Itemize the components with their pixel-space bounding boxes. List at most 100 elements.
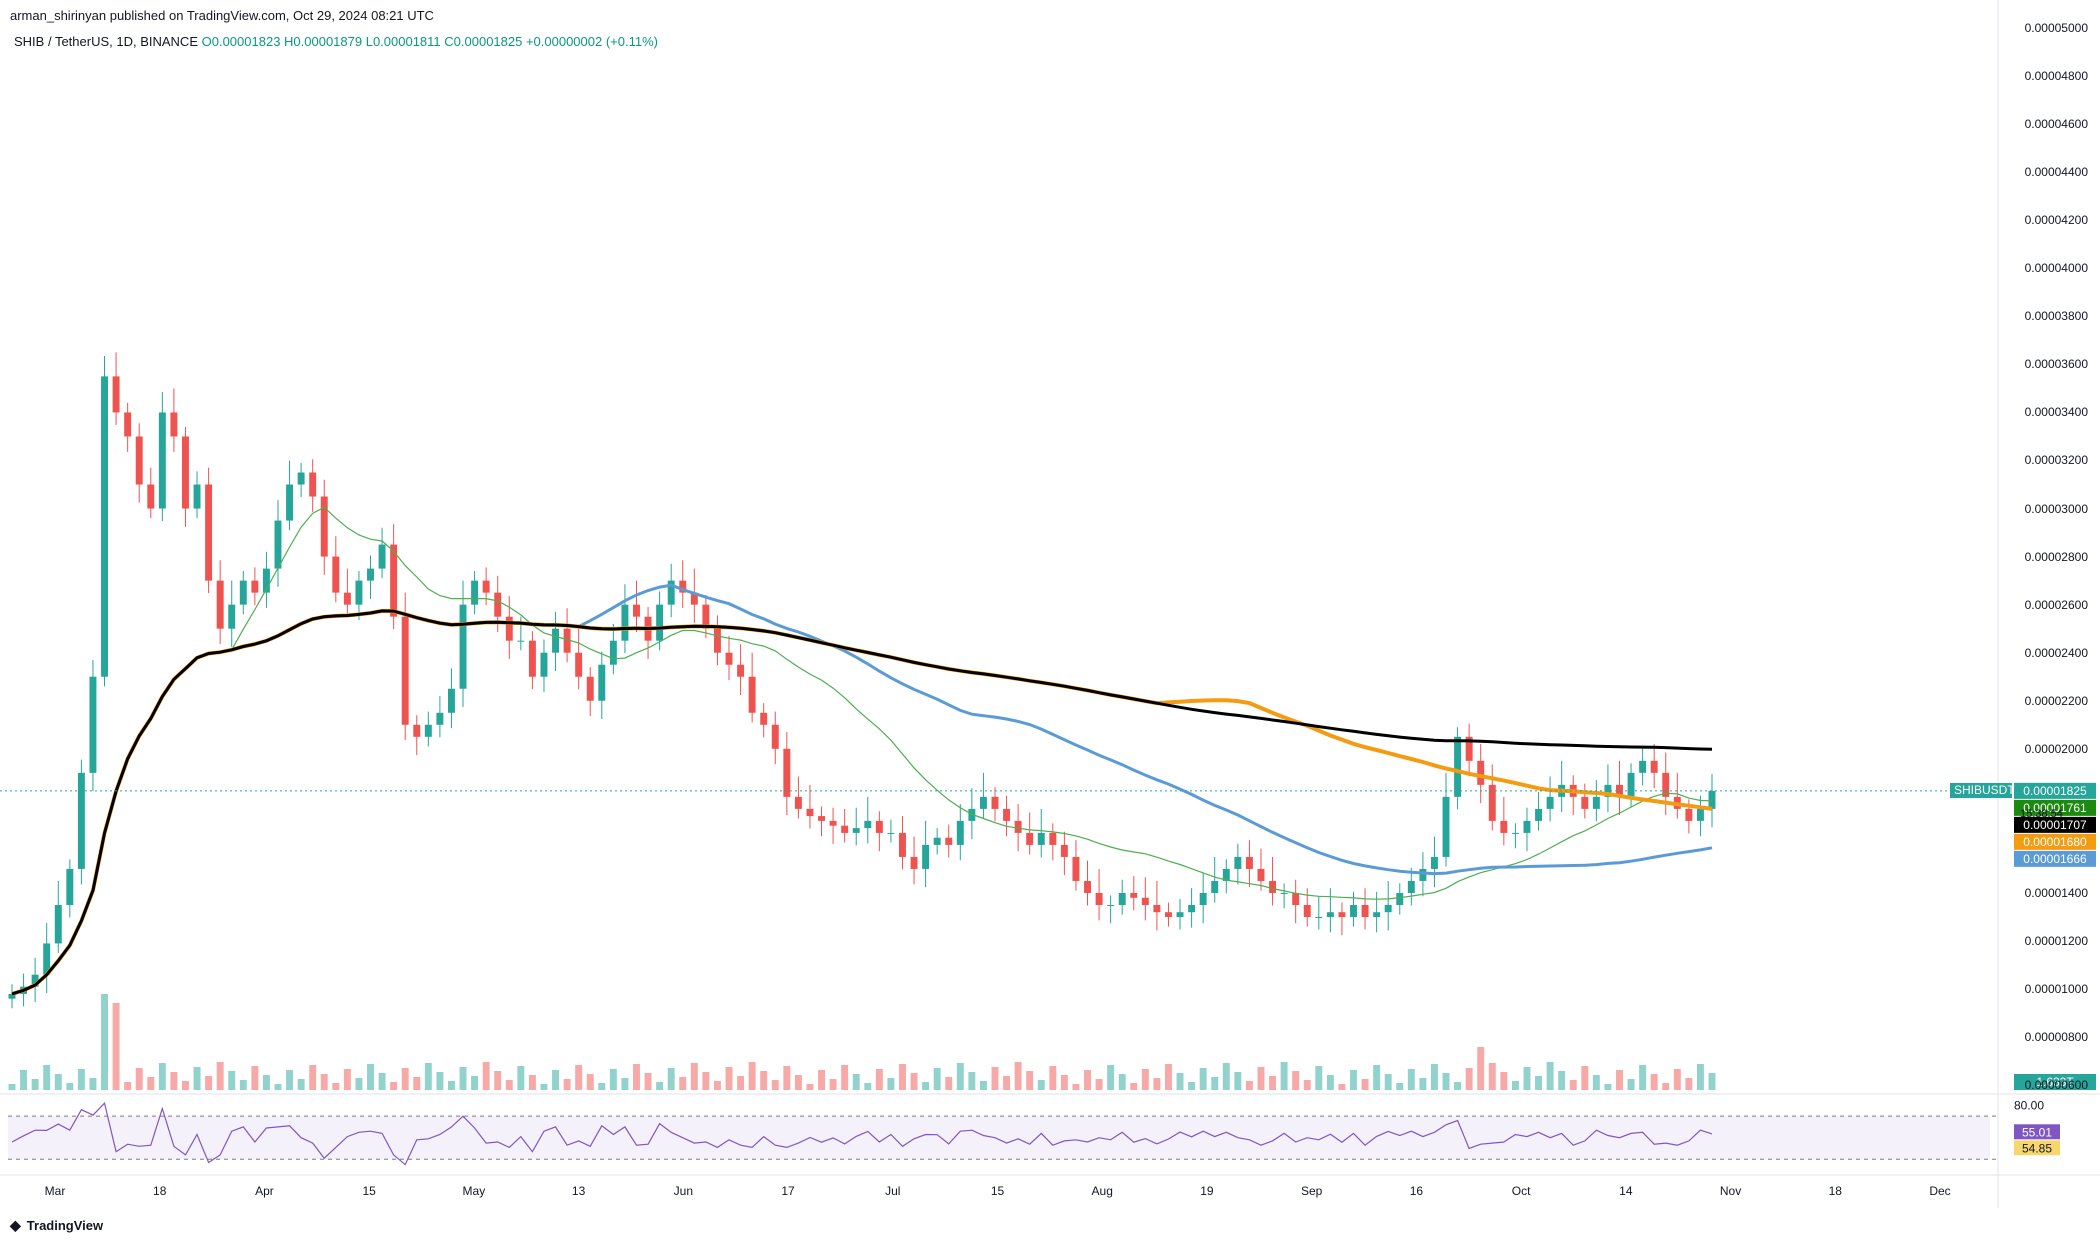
candle[interactable] [297, 472, 305, 485]
candle[interactable] [1118, 892, 1126, 905]
candle[interactable] [818, 816, 825, 821]
candle[interactable] [690, 592, 698, 605]
candle[interactable] [1546, 796, 1554, 809]
candle[interactable] [1095, 892, 1103, 905]
candle[interactable] [1014, 820, 1022, 833]
candle[interactable] [1280, 892, 1288, 894]
candle[interactable] [1211, 880, 1219, 893]
candle[interactable] [436, 712, 444, 725]
candle[interactable] [760, 712, 768, 725]
candle[interactable] [771, 724, 779, 749]
symbol-name[interactable]: SHIB / TetherUS, 1D, BINANCE [14, 34, 198, 49]
candle[interactable] [1696, 808, 1704, 821]
candle[interactable] [332, 556, 340, 593]
candle[interactable] [1153, 904, 1161, 913]
candle[interactable] [8, 993, 16, 999]
candle[interactable] [806, 808, 814, 817]
candle[interactable] [1419, 868, 1427, 881]
candle[interactable] [505, 616, 513, 641]
candle[interactable] [1488, 784, 1496, 821]
candle[interactable] [725, 652, 733, 665]
candle[interactable] [77, 772, 85, 869]
candle[interactable] [1592, 796, 1600, 809]
candle[interactable] [1685, 808, 1693, 821]
candle[interactable] [1523, 820, 1531, 833]
candle[interactable] [737, 664, 745, 677]
candle[interactable] [794, 796, 802, 809]
candle[interactable] [1407, 880, 1415, 893]
candle[interactable] [401, 616, 409, 725]
candle[interactable] [679, 580, 687, 593]
candle[interactable] [251, 580, 259, 593]
candle[interactable] [1361, 904, 1369, 918]
candle[interactable] [609, 640, 617, 665]
candle[interactable] [575, 652, 583, 677]
candle[interactable] [1604, 784, 1612, 797]
candle[interactable] [424, 724, 432, 737]
candle[interactable] [910, 856, 918, 869]
candle[interactable] [1373, 912, 1381, 918]
candle[interactable] [367, 568, 374, 581]
candle[interactable] [1269, 880, 1277, 893]
candle[interactable] [1535, 808, 1542, 821]
candle[interactable] [1581, 796, 1589, 809]
candle[interactable] [1049, 832, 1057, 845]
candle[interactable] [1037, 832, 1045, 845]
candle[interactable] [239, 580, 247, 605]
candle[interactable] [378, 544, 386, 569]
candle[interactable] [274, 520, 282, 569]
candle[interactable] [841, 825, 849, 833]
candle[interactable] [262, 568, 270, 593]
candle[interactable] [1627, 772, 1635, 797]
candle[interactable] [66, 868, 74, 905]
candle[interactable] [101, 376, 108, 677]
candle[interactable] [633, 604, 640, 617]
candle[interactable] [656, 604, 664, 641]
candle[interactable] [471, 580, 479, 605]
candle[interactable] [1130, 892, 1138, 898]
candle[interactable] [887, 832, 895, 834]
candle[interactable] [205, 484, 213, 581]
candle[interactable] [193, 484, 201, 509]
candle[interactable] [1350, 904, 1357, 918]
candle[interactable] [1084, 880, 1091, 893]
candle[interactable] [702, 604, 710, 629]
candle[interactable] [829, 820, 837, 826]
candle[interactable] [1708, 790, 1716, 809]
candle[interactable] [1315, 917, 1323, 919]
candle[interactable] [922, 844, 930, 869]
candle[interactable] [1662, 772, 1670, 797]
candle[interactable] [1303, 904, 1311, 918]
candle[interactable] [1003, 808, 1011, 821]
candle[interactable] [1222, 868, 1230, 881]
candle[interactable] [343, 592, 351, 605]
candle[interactable] [933, 837, 941, 845]
candle[interactable] [1338, 912, 1346, 918]
candle[interactable] [563, 628, 571, 653]
candle[interactable] [1511, 832, 1519, 834]
candle[interactable] [89, 676, 97, 773]
candle[interactable] [1060, 844, 1068, 857]
candle[interactable] [1141, 897, 1149, 905]
candle[interactable] [124, 412, 132, 437]
candle[interactable] [320, 496, 328, 557]
candle[interactable] [1650, 760, 1658, 773]
candle[interactable] [309, 472, 317, 497]
candle[interactable] [1234, 856, 1242, 869]
candle[interactable] [852, 828, 860, 833]
candle[interactable] [713, 628, 721, 653]
candle[interactable] [158, 412, 166, 509]
candle[interactable] [482, 580, 490, 593]
candle[interactable] [147, 484, 155, 509]
candle[interactable] [494, 592, 502, 617]
candle[interactable] [1245, 856, 1253, 869]
candle[interactable] [1188, 904, 1196, 913]
tradingview-brand[interactable]: ◆ TradingView [10, 1217, 104, 1233]
candle[interactable] [31, 974, 39, 987]
candle[interactable] [1199, 892, 1207, 905]
candle[interactable] [1442, 796, 1450, 857]
candle[interactable] [1176, 912, 1184, 918]
candle[interactable] [286, 484, 294, 521]
candle[interactable] [54, 904, 62, 944]
